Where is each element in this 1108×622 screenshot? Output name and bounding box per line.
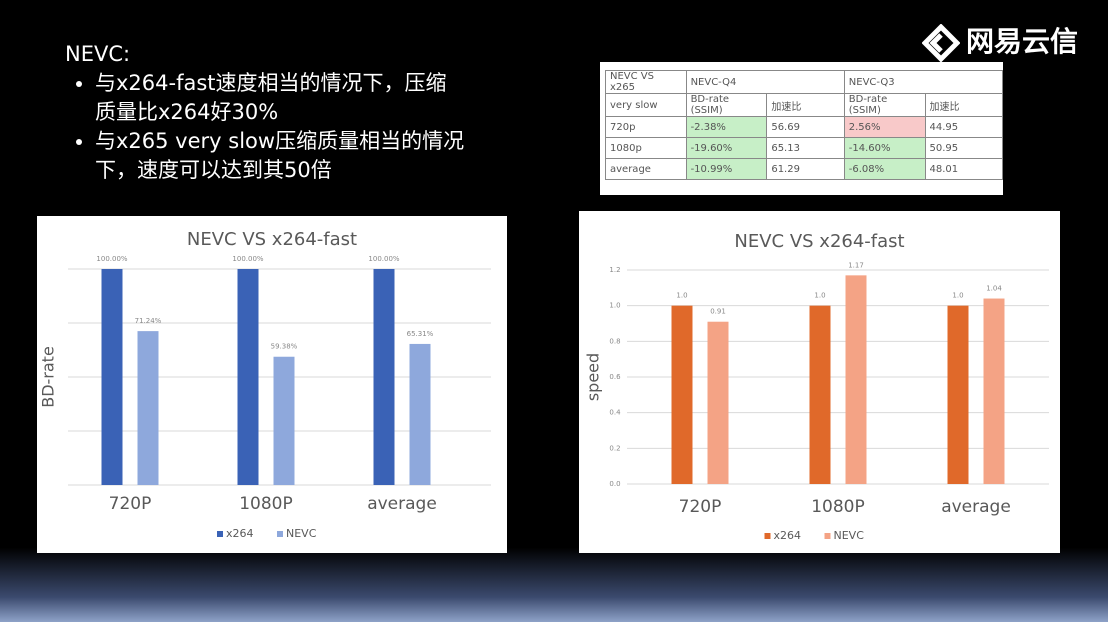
- legend-label: NEVC: [286, 527, 317, 540]
- bullet: 与x264-fast速度相当的情况下，压缩质量比x264好30%: [95, 69, 465, 127]
- table-cell: -19.60%: [685, 137, 768, 159]
- x-tick-label: average: [941, 497, 1011, 517]
- data-label: 1.0: [676, 292, 687, 300]
- bar: [809, 305, 831, 484]
- header-cell: BD-rate (SSIM): [685, 93, 768, 117]
- x-tick-label: 1080P: [239, 494, 293, 514]
- table-cell: 61.29: [766, 158, 845, 180]
- y-axis-label: BD-rate: [39, 346, 58, 408]
- bar: [983, 298, 1005, 484]
- logo-text: 网易云信: [966, 25, 1079, 58]
- header-cell: BD-rate (SSIM): [843, 93, 926, 117]
- chart: NEVC VS x264-fast BD-rate 720P 100.00% 71.24…: [39, 229, 491, 540]
- header-cell: NEVC-Q3: [843, 70, 1004, 94]
- table-cell: 1080p: [605, 137, 687, 159]
- x-tick-label: 1080P: [811, 497, 865, 517]
- chart-title: NEVC VS x264-fast: [734, 231, 904, 252]
- bar: [409, 343, 431, 485]
- table-cell: 44.95: [924, 116, 1004, 138]
- data-label: 1.17: [848, 261, 864, 269]
- y-tick-label: 1.2: [609, 266, 620, 274]
- x-tick-label: 720P: [109, 494, 152, 514]
- bar: [237, 269, 259, 485]
- legend-swatch: [764, 533, 771, 539]
- y-tick-label: 0.8: [609, 337, 620, 345]
- bar: [273, 356, 295, 485]
- table-cell: 2.56%: [843, 116, 926, 138]
- heading: NEVC:: [65, 42, 131, 66]
- legend-label: x264: [226, 527, 254, 540]
- bar: [845, 275, 867, 484]
- bar: [947, 305, 969, 484]
- data-label: 100.00%: [96, 255, 127, 263]
- table-cell: average: [605, 158, 687, 180]
- chart-panel: NEVC VS x264-fast speed 0.0 0.2 0.4 0.6 0.8 1.0…: [579, 211, 1060, 553]
- table-cell: -2.38%: [685, 116, 768, 138]
- header-cell: 加速比: [766, 93, 845, 117]
- y-axis-label: speed: [584, 353, 603, 401]
- bar: [101, 269, 123, 485]
- table-cell: 50.95: [924, 137, 1004, 159]
- table-cell: 720p: [605, 116, 687, 138]
- data-label: 100.00%: [232, 255, 263, 263]
- legend-swatch: [277, 531, 283, 537]
- logo: 网易云信: [921, 20, 1079, 63]
- chart: NEVC VS x264-fast speed 0.0 0.2 0.4 0.6 0.8 1.0…: [584, 231, 1049, 542]
- logo-icon: [921, 23, 961, 63]
- bar: [671, 305, 693, 484]
- chart-title: NEVC VS x264-fast: [187, 229, 357, 250]
- table-cell: -6.08%: [843, 158, 926, 180]
- table: NEVC VS x265 NEVC-Q4 NEVC-Q3 very slow BD-ra…: [605, 70, 1004, 180]
- data-label: 1.04: [986, 285, 1002, 293]
- legend-label: x264: [774, 529, 802, 542]
- header-cell: 加速比: [924, 93, 1004, 117]
- bullet-list: 与x264-fast速度相当的情况下，压缩质量比x264好30% 与x265 v…: [65, 69, 465, 185]
- slide-text: NEVC: 与x264-fast速度相当的情况下，压缩质量比x264好30% 与…: [65, 40, 465, 185]
- data-label: 0.91: [710, 308, 726, 316]
- table-cell: -14.60%: [843, 137, 926, 159]
- data-label: 71.24%: [135, 317, 162, 325]
- bar: [373, 269, 395, 485]
- table-cell: 48.01: [924, 158, 1004, 180]
- data-label: 65.31%: [407, 330, 434, 338]
- data-label: 1.0: [814, 292, 825, 300]
- chart-panel: NEVC VS x264-fast BD-rate 720P 100.00% 71.24…: [37, 216, 507, 553]
- bar: [707, 321, 729, 484]
- table-cell: 65.13: [766, 137, 845, 159]
- y-tick-label: 0.4: [609, 409, 621, 417]
- legend-swatch: [217, 531, 223, 537]
- table-row: 1080p -19.60% 65.13 -14.60% 50.95: [605, 137, 1004, 159]
- table-row: NEVC VS x265 NEVC-Q4 NEVC-Q3: [605, 70, 1004, 94]
- y-tick-label: 0.6: [609, 373, 621, 381]
- table-row: average -10.99% 61.29 -6.08% 48.01: [605, 158, 1004, 180]
- header-cell: NEVC VS x265: [605, 70, 687, 94]
- x-tick-label: average: [367, 494, 437, 514]
- table-row: 720p -2.38% 56.69 2.56% 44.95: [605, 116, 1004, 138]
- y-tick-label: 1.0: [609, 302, 620, 310]
- table-panel: NEVC VS x265 NEVC-Q4 NEVC-Q3 very slow BD-ra…: [600, 62, 1004, 195]
- data-label: 59.38%: [271, 343, 298, 351]
- legend-label: NEVC: [834, 529, 865, 542]
- bar: [137, 331, 159, 485]
- table-cell: 56.69: [766, 116, 845, 138]
- y-tick-label: 0.0: [609, 480, 620, 488]
- x-tick-label: 720P: [679, 497, 722, 517]
- data-label: 1.0: [952, 292, 963, 300]
- bullet: 与x265 very slow压缩质量相当的情况下，速度可以达到其50倍: [95, 127, 465, 185]
- y-tick-label: 0.2: [609, 444, 620, 452]
- table-row: very slow BD-rate (SSIM) 加速比 BD-rate (SSIM)…: [605, 93, 1004, 117]
- table-cell: -10.99%: [685, 158, 768, 180]
- header-cell: very slow: [605, 93, 687, 117]
- legend-swatch: [824, 533, 831, 539]
- data-label: 100.00%: [368, 255, 399, 263]
- header-cell: NEVC-Q4: [685, 70, 845, 94]
